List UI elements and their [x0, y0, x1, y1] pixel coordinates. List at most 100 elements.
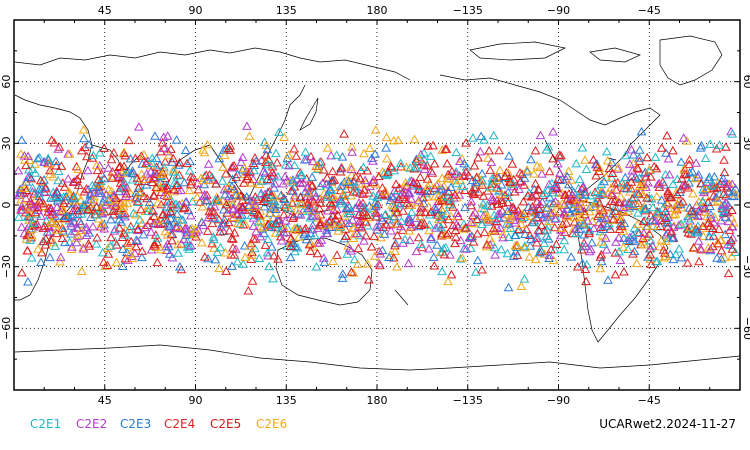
occultation-point: [239, 240, 250, 250]
occultation-point: [35, 175, 46, 185]
occultation-point: [248, 158, 259, 167]
occultation-point: [440, 242, 451, 252]
occultation-point: [627, 234, 638, 244]
occultation-point: [65, 198, 75, 208]
occultation-point: [491, 216, 502, 226]
occultation-point: [602, 146, 612, 156]
occultation-point: [726, 251, 737, 261]
occultation-point: [95, 147, 105, 157]
occultation-point: [283, 203, 294, 212]
occultation-point: [630, 172, 641, 181]
occultation-point: [559, 244, 570, 254]
occultation-point: [165, 207, 176, 216]
occultation-point: [578, 218, 589, 227]
occultation-point: [251, 226, 261, 236]
occultation-point: [515, 167, 525, 177]
occultation-point: [378, 222, 389, 232]
occultation-point: [247, 276, 258, 285]
occultation-point: [437, 266, 447, 276]
occultation-point: [348, 233, 359, 243]
occultation-point: [689, 206, 699, 216]
occultation-point: [555, 168, 565, 177]
occultation-point: [247, 201, 258, 211]
occultation-point: [196, 237, 207, 247]
occultation-point: [392, 230, 403, 240]
occultation-point: [156, 199, 167, 209]
occultation-point: [111, 240, 122, 249]
occultation-point: [549, 222, 560, 232]
occultation-point: [598, 205, 609, 215]
occultation-point: [46, 204, 57, 214]
occultation-point: [319, 257, 330, 266]
occultation-point: [580, 187, 590, 196]
occultation-point: [652, 256, 663, 265]
occultation-point: [413, 195, 424, 205]
occultation-point: [256, 155, 267, 164]
occultation-point: [619, 218, 630, 228]
occultation-point: [215, 226, 226, 236]
occultation-point: [603, 188, 613, 198]
occultation-point: [660, 213, 671, 222]
occultation-point: [186, 240, 196, 250]
occultation-point: [556, 223, 567, 232]
occultation-point: [269, 250, 279, 260]
occultation-point: [151, 153, 162, 162]
occultation-point: [45, 165, 55, 175]
occultation-point: [487, 192, 497, 202]
occultation-point: [46, 216, 57, 225]
occultation-point: [555, 175, 566, 184]
occultation-point: [88, 150, 99, 160]
occultation-point: [541, 145, 552, 154]
occultation-point: [619, 266, 629, 276]
occultation-point: [309, 188, 320, 197]
occultation-point: [391, 179, 401, 188]
occultation-point: [370, 149, 380, 158]
occultation-point: [217, 219, 228, 228]
occultation-point: [231, 190, 242, 199]
occultation-point: [652, 222, 662, 231]
occultation-point: [543, 221, 554, 230]
occultation-point: [660, 251, 671, 260]
occultation-point: [237, 152, 248, 162]
occultation-point: [248, 213, 259, 222]
occultation-point: [639, 228, 649, 237]
occultation-point: [61, 211, 71, 221]
top-lon-label: 45: [98, 4, 112, 17]
occultation-point: [682, 136, 692, 145]
occultation-point: [108, 206, 119, 215]
occultation-point: [651, 215, 661, 225]
occultation-point: [429, 183, 440, 192]
occultation-point: [227, 212, 238, 222]
occultation-point: [152, 233, 163, 242]
occultation-point: [716, 235, 726, 244]
occultation-point: [358, 148, 369, 158]
occultation-point: [327, 218, 338, 228]
occultation-point: [387, 200, 397, 209]
occultation-point: [83, 195, 94, 204]
occultation-point: [666, 226, 677, 236]
occultation-point: [614, 224, 625, 234]
bottom-lon-label: −90: [547, 394, 570, 407]
occultation-point: [224, 191, 234, 201]
occultation-point: [709, 171, 720, 181]
axis-ticks: [14, 20, 740, 390]
occultation-point: [527, 211, 537, 220]
occultation-point: [716, 176, 727, 185]
occultation-point: [424, 243, 434, 253]
occultation-point: [91, 160, 102, 170]
occultation-point: [588, 154, 599, 164]
occultation-point: [541, 203, 552, 213]
occultation-point: [528, 217, 539, 227]
occultation-point: [600, 233, 611, 242]
occultation-point: [722, 239, 733, 249]
occultation-point: [73, 230, 83, 239]
occultation-point: [93, 174, 104, 184]
occultation-point: [413, 232, 424, 242]
occultation-point: [280, 171, 290, 181]
occultation-point: [272, 157, 282, 167]
occultation-point: [698, 184, 708, 194]
occultation-point: [305, 246, 316, 255]
occultation-point: [704, 172, 715, 181]
occultation-point: [131, 235, 142, 244]
occultation-point: [612, 177, 623, 187]
